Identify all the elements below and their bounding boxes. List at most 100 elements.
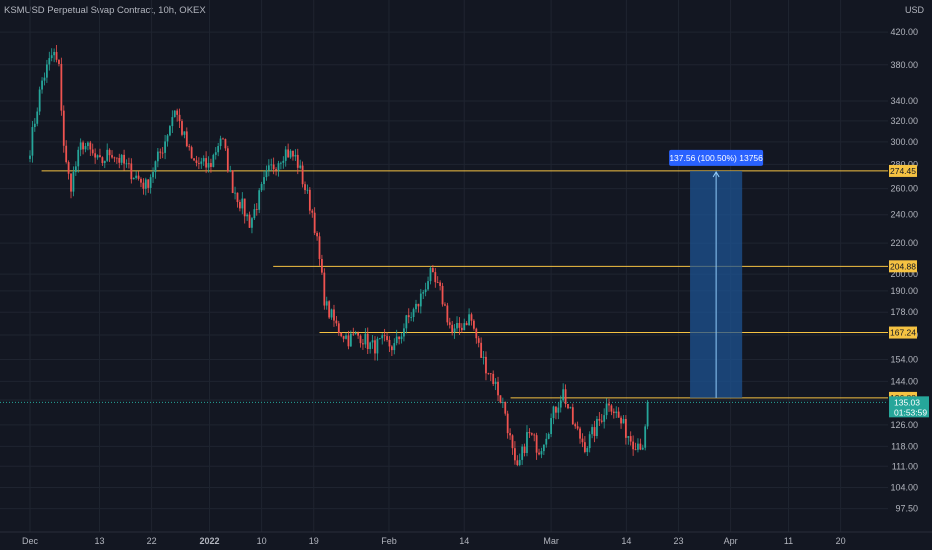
price-tick-label: 320.00 — [890, 116, 918, 126]
time-tick-label: 19 — [309, 536, 319, 546]
candle-body — [550, 418, 552, 434]
horizontal-levels[interactable] — [0, 170, 888, 403]
candle-body — [154, 161, 157, 173]
candle-body — [362, 343, 364, 345]
price-tick-label: 380.00 — [890, 60, 918, 70]
price-tick-label: 280.00 — [890, 159, 918, 169]
level-price-tag — [889, 164, 917, 177]
price-tick-label: 97.50 — [895, 504, 918, 514]
price-axis[interactable]: 420.00 380.00 340.00 320.00 300.00 280.00 260.… — [889, 27, 929, 514]
candle-body — [306, 189, 309, 191]
level-price-tag — [889, 326, 917, 339]
candle-body — [72, 172, 75, 192]
last-price-tag — [889, 396, 929, 418]
candle-body — [620, 417, 622, 424]
candle-body — [598, 418, 601, 421]
candle-body — [207, 163, 210, 168]
candle-body — [113, 157, 116, 159]
time-axis[interactable]: Dec 13 22 2022 10 19 Feb 14 Mar 14 23 Apr 11 20 — [0, 531, 932, 546]
candle-body — [345, 335, 347, 339]
candle-body — [514, 448, 516, 461]
candle-body — [333, 309, 335, 321]
candle-body — [156, 151, 159, 162]
candle-body — [518, 459, 521, 466]
candle-body — [405, 315, 408, 329]
candle-body — [559, 400, 562, 408]
candle-body — [123, 154, 125, 164]
measure-tool[interactable]: 137.56 (100.50%) 13756 — [669, 149, 763, 398]
candle-body — [419, 293, 422, 307]
candle-body — [241, 198, 244, 209]
candle-body — [434, 272, 437, 283]
candle-body — [374, 340, 376, 354]
candle-body — [53, 51, 56, 56]
candle-body — [615, 411, 618, 414]
candle-body — [301, 165, 304, 185]
candle-body — [243, 198, 246, 217]
candle-body — [364, 333, 367, 345]
candle-body — [470, 314, 473, 321]
price-tick-label: 300.00 — [890, 137, 918, 147]
candle-body — [403, 328, 405, 337]
candle-body — [639, 443, 642, 450]
candle-body — [593, 427, 596, 436]
candle-body — [521, 446, 524, 460]
candle-body — [612, 411, 615, 414]
candle-body — [260, 184, 263, 191]
candle-body — [567, 404, 569, 409]
price-tick-label: 420.00 — [890, 27, 918, 37]
candle-body — [263, 177, 265, 185]
candle-body — [96, 155, 99, 158]
candle-body — [321, 258, 323, 273]
candle-body — [313, 212, 316, 233]
candle-body — [487, 373, 490, 375]
candle-body — [501, 402, 504, 403]
candle-body — [634, 449, 637, 451]
currency-label[interactable]: USD — [904, 5, 924, 15]
candle-body — [255, 209, 258, 210]
candle-body — [229, 170, 232, 172]
candle-body — [91, 149, 94, 154]
candle-body — [535, 435, 538, 453]
candle-body — [304, 184, 306, 191]
candle-body — [624, 419, 627, 438]
candle-body — [190, 147, 193, 159]
candle-body — [378, 338, 381, 340]
level-price-label: 204.88 — [890, 261, 916, 271]
candle-body — [516, 460, 519, 466]
candle-body — [596, 418, 598, 436]
measure-arrow-head — [712, 170, 720, 178]
candle-body — [214, 152, 217, 155]
candle-body — [393, 343, 396, 351]
price-tick-label: 240.00 — [890, 210, 918, 220]
price-tick-label: 340.00 — [890, 96, 918, 106]
candle-body — [128, 163, 130, 165]
candle-body — [142, 182, 145, 189]
candle-body — [441, 285, 444, 305]
last-price-label: 135.03 — [894, 397, 920, 407]
candle-body — [294, 154, 297, 157]
candle-body — [475, 328, 478, 339]
candle-body — [82, 142, 84, 150]
time-tick-label: 10 — [257, 536, 267, 546]
candle-body — [193, 158, 195, 161]
candle-body — [608, 403, 610, 406]
price-tick-label: 104.00 — [890, 483, 918, 493]
time-tick-label: Apr — [724, 536, 738, 546]
candle-body — [545, 438, 548, 445]
candle-body — [371, 340, 374, 343]
candle-body — [41, 80, 43, 90]
time-tick-label: Dec — [22, 536, 39, 546]
candle-body — [147, 179, 150, 188]
candle-body — [330, 309, 333, 318]
candle-body — [144, 179, 147, 189]
candle-body — [31, 127, 34, 156]
candle-body — [354, 332, 357, 335]
candle-body — [161, 152, 164, 154]
candle-body — [106, 149, 109, 161]
candle-body — [533, 434, 536, 436]
candle-body — [84, 146, 87, 150]
countdown-label: 01:53:59 — [894, 407, 927, 417]
candle-body — [265, 170, 268, 178]
